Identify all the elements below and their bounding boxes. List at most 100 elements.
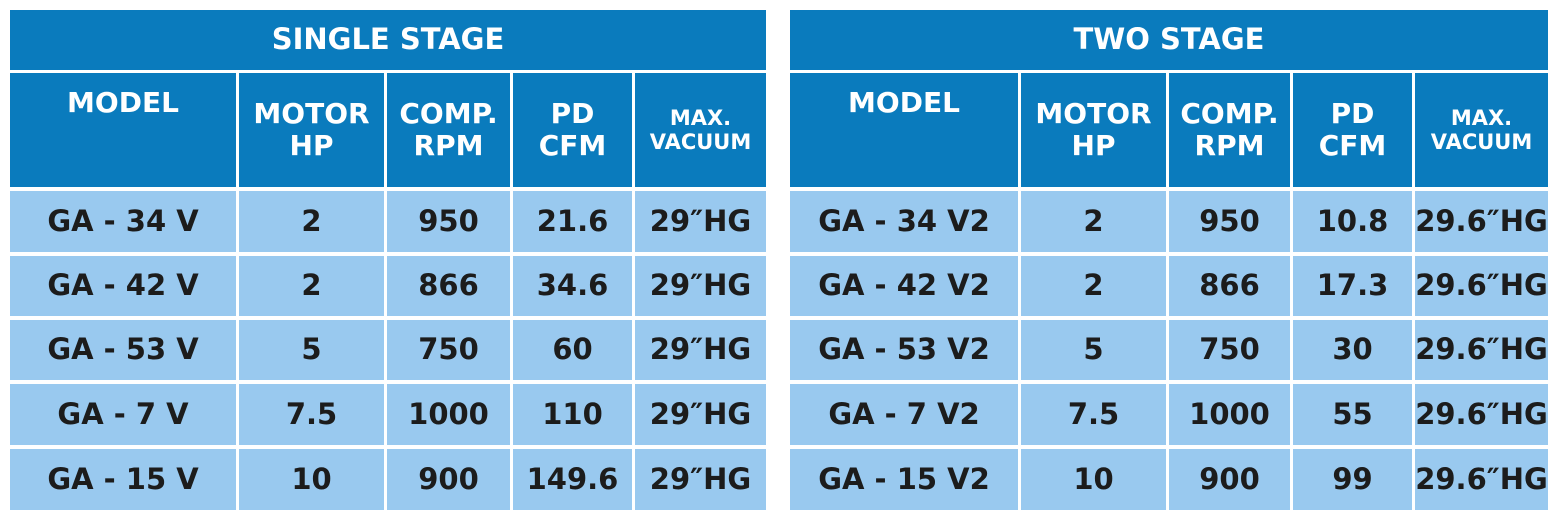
- cell-text: 900: [1199, 461, 1260, 496]
- cell-text: 7.5: [285, 396, 338, 431]
- table-cell: GA - 7 V2: [790, 384, 1018, 445]
- column-header: MOTOR HP: [1021, 73, 1166, 187]
- table-cell: GA - 53 V: [10, 320, 236, 380]
- cell-text: 29.6″HG: [1415, 461, 1548, 496]
- cell-text: GA - 15 V: [47, 461, 199, 496]
- cell-text: 2: [1083, 268, 1104, 303]
- table-cell: GA - 15 V: [10, 449, 236, 510]
- header-line: PD: [1330, 96, 1375, 130]
- cell-text: GA - 42 V2: [818, 268, 990, 303]
- table-cell: 99: [1293, 449, 1412, 510]
- cell-text: 10: [1073, 461, 1114, 496]
- header-line: VACUUM: [649, 130, 752, 154]
- table-cell: 60: [513, 320, 632, 380]
- table-cell: 29″HG: [635, 320, 766, 380]
- cell-text: 21.6: [536, 203, 609, 238]
- table-title: TWO STAGE: [790, 10, 1548, 70]
- header-line: COMP.: [1180, 96, 1279, 130]
- cell-text: 950: [418, 203, 479, 238]
- cell-text: 900: [418, 461, 479, 496]
- table-cell: 29″HG: [635, 384, 766, 445]
- cell-text: 29.6″HG: [1415, 332, 1548, 367]
- cell-text: GA - 42 V: [47, 268, 199, 303]
- cell-text: 29″HG: [649, 396, 752, 431]
- column-header: MODEL: [790, 73, 1018, 187]
- table-cell: 2: [239, 256, 384, 316]
- cell-text: GA - 53 V2: [818, 332, 990, 367]
- cell-text: 1000: [1189, 396, 1270, 431]
- table-cell: 5: [239, 320, 384, 380]
- cell-text: GA - 34 V: [47, 203, 199, 238]
- table-cell: 21.6: [513, 191, 632, 252]
- table-cell: GA - 53 V2: [790, 320, 1018, 380]
- table-cell: 55: [1293, 384, 1412, 445]
- table-cell: 29.6″HG: [1415, 449, 1548, 510]
- table-cell: 900: [387, 449, 510, 510]
- cell-text: 2: [301, 268, 322, 303]
- cell-text: GA - 15 V2: [818, 461, 990, 496]
- table-cell: 750: [1169, 320, 1290, 380]
- table-cell: 950: [1169, 191, 1290, 252]
- cell-text: 5: [1083, 332, 1104, 367]
- header-line: CFM: [538, 129, 607, 162]
- table-cell: 2: [239, 191, 384, 252]
- cell-text: 34.6: [536, 268, 609, 303]
- table-cell: 2: [1021, 256, 1166, 316]
- table-cell: GA - 42 V2: [790, 256, 1018, 316]
- cell-text: 149.6: [526, 461, 619, 496]
- header-line: MODEL: [848, 86, 960, 119]
- cell-text: 29″HG: [649, 461, 752, 496]
- table-title: SINGLE STAGE: [10, 10, 766, 70]
- header-line: RPM: [1194, 129, 1265, 162]
- table-cell: 900: [1169, 449, 1290, 510]
- table-cell: GA - 42 V: [10, 256, 236, 316]
- cell-text: GA - 7 V: [57, 396, 189, 431]
- table-cell: 29.6″HG: [1415, 384, 1548, 445]
- column-header: MODEL: [10, 73, 236, 187]
- table-cell: GA - 34 V: [10, 191, 236, 252]
- table-cell: GA - 34 V2: [790, 191, 1018, 252]
- table-cell: 10: [239, 449, 384, 510]
- header-line: COMP.: [399, 96, 498, 130]
- cell-text: 29″HG: [649, 268, 752, 303]
- header-line: MAX.: [1450, 105, 1513, 130]
- header-line: MAX.: [669, 105, 732, 130]
- table-cell: 17.3: [1293, 256, 1412, 316]
- cell-text: 29.6″HG: [1415, 396, 1548, 431]
- column-header: MAX. VACUUM: [635, 73, 766, 187]
- header-line: RPM: [413, 129, 484, 162]
- table-cell: 1000: [1169, 384, 1290, 445]
- column-header: PD CFM: [1293, 73, 1412, 187]
- table-cell: 149.6: [513, 449, 632, 510]
- header-line: VACUUM: [1430, 130, 1533, 154]
- cell-text: 750: [1199, 332, 1260, 367]
- table-cell: 29.6″HG: [1415, 256, 1548, 316]
- cell-text: 29.6″HG: [1415, 268, 1548, 303]
- table-cell: 29.6″HG: [1415, 191, 1548, 252]
- cell-text: 7.5: [1067, 396, 1120, 431]
- table-cell: 10.8: [1293, 191, 1412, 252]
- table-cell: 29.6″HG: [1415, 320, 1548, 380]
- cell-text: 866: [1199, 268, 1260, 303]
- cell-text: 2: [1083, 203, 1104, 238]
- column-header: PD CFM: [513, 73, 632, 187]
- header-line: MOTOR: [1035, 96, 1152, 130]
- cell-text: 5: [301, 332, 322, 367]
- title-text: SINGLE STAGE: [271, 22, 505, 57]
- header-line: CFM: [1318, 129, 1387, 162]
- cell-text: 1000: [408, 396, 489, 431]
- column-header: COMP. RPM: [1169, 73, 1290, 187]
- table-cell: 866: [387, 256, 510, 316]
- table-cell: 29″HG: [635, 191, 766, 252]
- column-header: COMP. RPM: [387, 73, 510, 187]
- cell-text: 99: [1332, 461, 1373, 496]
- cell-text: GA - 34 V2: [818, 203, 990, 238]
- cell-text: GA - 53 V: [47, 332, 199, 367]
- table-cell: 29″HG: [635, 449, 766, 510]
- table-cell: 30: [1293, 320, 1412, 380]
- cell-text: 10: [291, 461, 332, 496]
- cell-text: 950: [1199, 203, 1260, 238]
- header-line: HP: [289, 129, 334, 162]
- table-cell: 2: [1021, 191, 1166, 252]
